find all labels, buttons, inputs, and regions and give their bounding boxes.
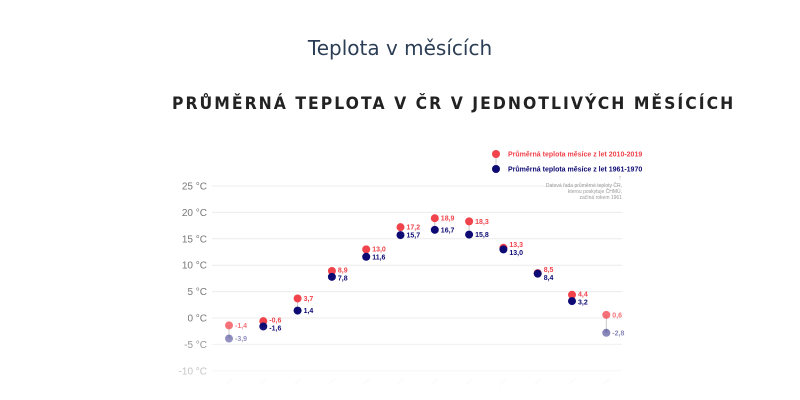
- y-tick-label: 25 °C: [182, 182, 207, 193]
- point-2010-2019: [568, 290, 576, 299]
- point-1961-1970: [499, 245, 508, 254]
- y-tick-label: 20 °C: [182, 208, 207, 219]
- value-label-2010-2019: -0,6: [269, 317, 281, 324]
- chart-title: PRŮMĚRNÁ TEPLOTA V ČR V JEDNOTLIVÝCH MĚS…: [172, 94, 736, 114]
- value-label-1961-1970: 3,2: [578, 299, 588, 306]
- value-label-2010-2019: 8,9: [338, 267, 348, 274]
- value-label-1961-1970: 15,7: [407, 233, 421, 240]
- point-2010-2019: [430, 214, 439, 223]
- value-label-2010-2019: 13,3: [509, 242, 523, 249]
- legend-marker-1961-1970: [492, 165, 500, 173]
- point-1961-1970: [362, 252, 371, 261]
- point-2010-2019: [362, 245, 371, 254]
- value-label-2010-2019: 18,3: [475, 219, 489, 226]
- value-label-2010-2019: 18,9: [441, 216, 455, 223]
- legend-marker-2010-2019: [492, 150, 500, 158]
- legend-label-1961-1970: Průměrná teplota měsíce z let 1961-1970: [508, 166, 642, 174]
- point-1961-1970: [396, 231, 405, 240]
- point-1961-1970: [568, 297, 576, 306]
- value-label-layer: -1,4-3,9-0,6-1,63,71,48,97,813,011,617,2…: [235, 216, 624, 343]
- value-label-1961-1970: 1,4: [304, 308, 314, 315]
- y-tick-label: 10 °C: [182, 261, 207, 272]
- value-label-2010-2019: 0,6: [612, 312, 622, 319]
- bottom-fade-overlay: [160, 325, 640, 400]
- point-2010-2019: [327, 267, 336, 276]
- value-label-2010-2019: 17,2: [407, 225, 421, 232]
- y-tick-label: 5 °C: [187, 287, 207, 298]
- value-label-2010-2019: 8,5: [544, 267, 554, 274]
- value-label-2010-2019: 3,7: [304, 296, 314, 303]
- legend-label-2010-2019: Průměrná teplota měsíce z let 2010-2019: [508, 151, 642, 159]
- y-tick-label: 15 °C: [182, 234, 207, 245]
- point-2010-2019: [465, 217, 474, 226]
- value-label-1961-1970: 8,4: [544, 275, 554, 282]
- point-1961-1970: [465, 230, 474, 239]
- point-2010-2019: [293, 294, 302, 303]
- page-title: Teplota v měsících: [307, 36, 493, 60]
- annotation-arrow-icon: ↑: [618, 175, 622, 182]
- legend: Průměrná teplota měsíce z let 2010-2019 P…: [492, 150, 642, 201]
- value-label-1961-1970: 11,6: [372, 255, 385, 262]
- point-1961-1970: [327, 272, 336, 281]
- value-label-2010-2019: 13,0: [372, 247, 386, 254]
- value-label-1961-1970: 7,8: [338, 275, 348, 282]
- value-label-1961-1970: 16,7: [441, 227, 455, 234]
- annotation-line: kterou poskytuje ČHMÚ,: [568, 188, 622, 195]
- y-tick-label: 0 °C: [187, 314, 207, 325]
- point-2010-2019: [396, 223, 405, 232]
- annotation-line: začíná rokem 1961: [579, 195, 622, 201]
- annotation-line: Datová řada průměrné teploty ČR,: [546, 182, 622, 189]
- point-2010-2019: [602, 310, 611, 319]
- point-1961-1970: [293, 306, 302, 315]
- value-label-2010-2019: 4,4: [578, 291, 588, 298]
- value-label-1961-1970: 15,8: [475, 232, 489, 239]
- point-1961-1970: [533, 269, 542, 278]
- point-1961-1970: [430, 225, 439, 234]
- value-label-1961-1970: 13,0: [509, 250, 523, 257]
